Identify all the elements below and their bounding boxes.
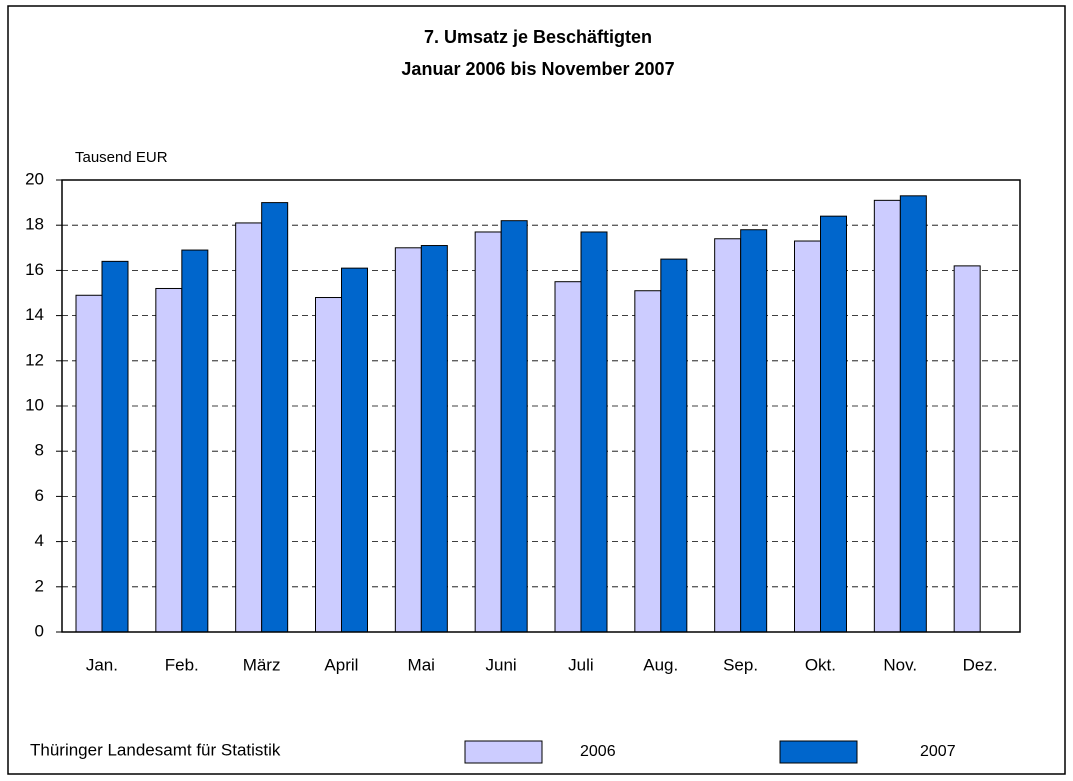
chart-subtitle: Januar 2006 bis November 2007 <box>401 59 674 79</box>
bar <box>500 220 528 633</box>
bar <box>740 229 768 633</box>
bar <box>394 247 422 633</box>
y-tick-label: 8 <box>35 441 44 460</box>
x-tick-label: Jan. <box>86 655 118 674</box>
bar <box>660 258 688 633</box>
x-tick-label: März <box>243 655 281 674</box>
x-tick-label: Sep. <box>723 655 758 674</box>
x-tick-label: April <box>324 655 358 674</box>
chart-title: 7. Umsatz je Beschäftigten <box>424 27 652 47</box>
bar <box>155 287 183 633</box>
x-tick-label: Mai <box>408 655 435 674</box>
bar <box>341 267 368 633</box>
bar <box>580 231 608 633</box>
bar <box>261 202 289 633</box>
bar <box>235 222 263 633</box>
y-tick-label: 6 <box>35 486 44 505</box>
x-tick-label: Dez. <box>963 655 998 674</box>
y-tick-label: 18 <box>25 215 44 234</box>
x-tick-label: Nov. <box>883 655 917 674</box>
bar <box>794 240 821 633</box>
y-tick-label: 2 <box>35 576 44 595</box>
plot-border <box>61 179 1021 633</box>
x-tick-label: Okt. <box>805 655 836 674</box>
bar <box>315 297 342 633</box>
x-tick-label: Feb. <box>165 655 199 674</box>
y-tick-label: 0 <box>35 621 44 640</box>
bar <box>899 195 927 633</box>
y-tick-label: 4 <box>35 531 44 550</box>
bar <box>474 231 502 633</box>
bar <box>953 265 981 633</box>
y-tick-label: 20 <box>25 169 44 188</box>
bar <box>420 245 448 633</box>
bar <box>634 290 662 633</box>
bar <box>873 199 901 633</box>
x-tick-label: Juni <box>485 655 516 674</box>
source: Thüringer Landesamt für Statistik <box>30 740 281 759</box>
bar <box>820 215 847 633</box>
y-axis-label: Tausend EUR <box>75 149 168 166</box>
x-tick-label: Aug. <box>643 655 678 674</box>
bar <box>75 294 103 633</box>
plot-area <box>62 180 1020 632</box>
legend-label: 2006 <box>580 743 616 760</box>
y-tick-label: 16 <box>25 260 44 279</box>
bar <box>101 260 129 633</box>
y-tick-label: 12 <box>25 350 44 369</box>
legend-label: 2007 <box>920 743 956 760</box>
x-tick-label: Juli <box>568 655 594 674</box>
bar <box>181 249 209 633</box>
y-tick-label: 14 <box>25 305 44 324</box>
bar <box>714 238 742 633</box>
legend-swatch <box>779 740 858 764</box>
y-tick-label: 10 <box>25 395 44 414</box>
bar <box>554 281 582 633</box>
legend-swatch <box>464 740 543 764</box>
